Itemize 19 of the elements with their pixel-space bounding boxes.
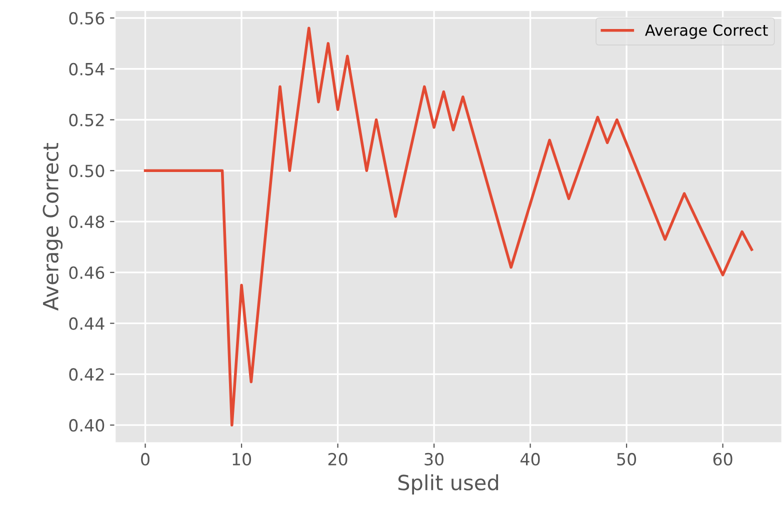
legend-label: Average Correct (645, 24, 768, 39)
y-tick-label: 0.42 (69, 368, 104, 381)
y-tick-label: 0.44 (69, 317, 104, 330)
y-tick-label: 0.46 (69, 266, 104, 279)
y-tick-label: 0.54 (69, 62, 104, 76)
x-tick-label: 0 (141, 452, 150, 466)
x-axis-title: Split used (398, 474, 498, 494)
x-tick-label: 60 (713, 452, 732, 466)
x-tick-label: 30 (424, 452, 444, 466)
x-tick-label: 50 (617, 452, 636, 466)
x-tick-label: 40 (520, 452, 540, 466)
y-tick-label: 0.52 (69, 114, 104, 126)
x-tick-label: 20 (328, 452, 348, 466)
y-tick-label: 0.56 (69, 12, 104, 25)
y-tick-label: 0.50 (69, 164, 104, 178)
y-axis-title: Average Correct (42, 143, 63, 311)
y-tick-label: 0.40 (69, 419, 104, 432)
y-tick-label: 0.48 (69, 216, 104, 228)
x-tick-label: 10 (232, 452, 252, 466)
